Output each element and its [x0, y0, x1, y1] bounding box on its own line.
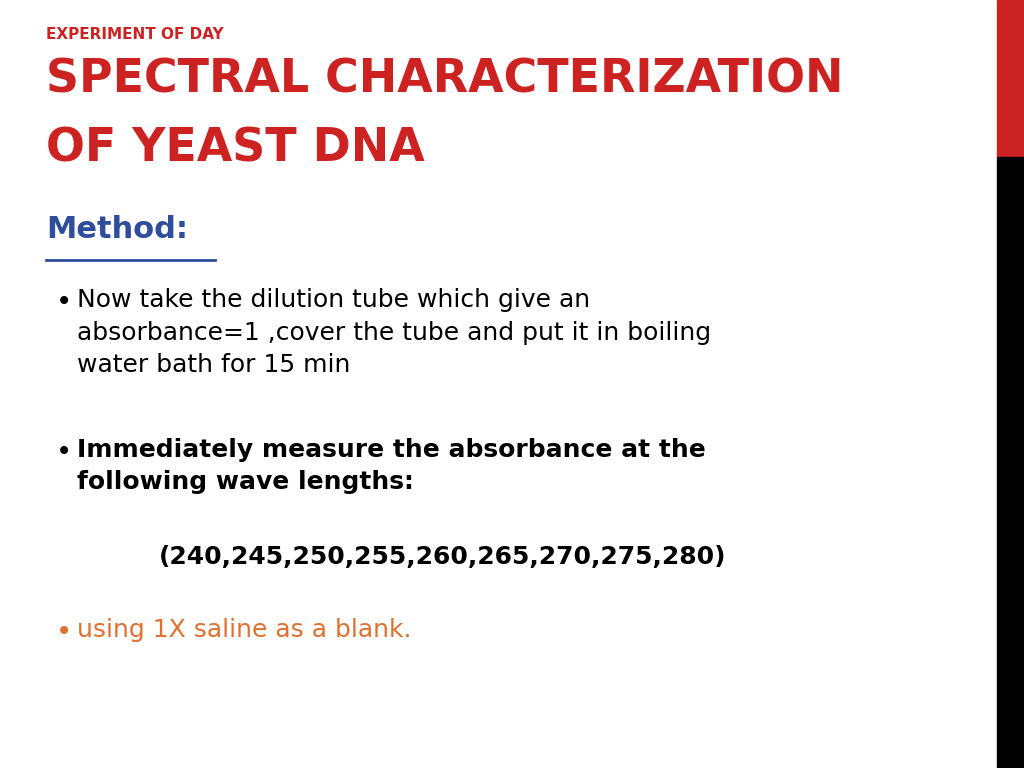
Text: using 1X saline as a blank.: using 1X saline as a blank. [77, 618, 412, 642]
Bar [997, 157, 1024, 768]
Text: •: • [56, 438, 73, 465]
Text: •: • [56, 288, 73, 316]
Text: Method:: Method: [46, 215, 188, 244]
Text: OF YEAST DNA: OF YEAST DNA [46, 127, 425, 172]
Text: Now take the dilution tube which give an
absorbance=1 ,cover the tube and put it: Now take the dilution tube which give an… [77, 288, 711, 377]
Text: (240,245,250,255,260,265,270,275,280): (240,245,250,255,260,265,270,275,280) [159, 545, 726, 569]
Text: EXPERIMENT OF DAY: EXPERIMENT OF DAY [46, 27, 223, 42]
Text: •: • [56, 618, 73, 646]
Text: Immediately measure the absorbance at the
following wave lengths:: Immediately measure the absorbance at th… [77, 438, 706, 495]
Text: SPECTRAL CHARACTERIZATION: SPECTRAL CHARACTERIZATION [46, 58, 844, 103]
Bar [997, 0, 1024, 157]
